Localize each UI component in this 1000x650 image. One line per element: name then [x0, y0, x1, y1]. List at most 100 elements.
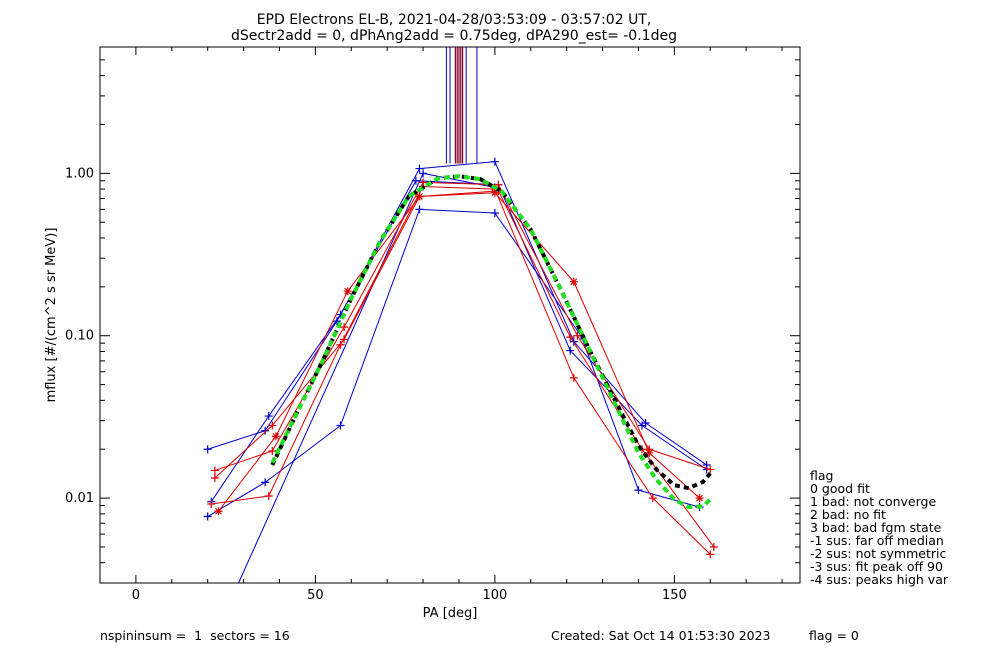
- series-blue-2: [203, 205, 704, 521]
- data-point: [210, 473, 219, 482]
- series-segment: [648, 452, 700, 499]
- x-tick-label: 150: [662, 588, 687, 603]
- data-point: [706, 550, 715, 559]
- data-point: [268, 421, 277, 430]
- data-point: [203, 512, 212, 521]
- y-tick-label: 0.01: [65, 491, 94, 506]
- series-segment: [238, 173, 424, 584]
- data-point: [645, 445, 654, 454]
- legend-entry: 3 bad: bad fgm state: [810, 520, 942, 535]
- data-point: [634, 486, 643, 495]
- series-segment: [498, 184, 571, 351]
- series-segment: [343, 196, 420, 340]
- data-point: [490, 157, 499, 166]
- data-point: [203, 445, 212, 454]
- data-point: [415, 192, 424, 201]
- series-segment: [645, 422, 707, 466]
- data-series: [203, 157, 718, 584]
- series-red-6: [207, 182, 715, 559]
- series-segment: [419, 208, 495, 214]
- data-point: [573, 331, 582, 340]
- series-blue-0: [207, 157, 711, 506]
- data-point: [415, 205, 424, 214]
- fit-curves: [270, 174, 712, 510]
- data-point: [340, 335, 349, 344]
- series-segment: [207, 430, 266, 450]
- data-point: [695, 494, 704, 503]
- series-red-7: [210, 186, 718, 551]
- x-tick-label: 0: [132, 588, 140, 603]
- x-axis-label: PA [deg]: [423, 606, 478, 621]
- y-tick-label: 1.00: [65, 166, 94, 181]
- data-point: [268, 447, 277, 456]
- data-point: [419, 169, 428, 178]
- series-segment: [340, 186, 424, 345]
- series-red-4: [214, 188, 704, 516]
- y-axis-label: mflux [#/(cm^2 s sr MeV)]: [44, 228, 59, 403]
- series-segment: [214, 450, 273, 471]
- peak-lines: [445, 47, 478, 164]
- data-point: [648, 494, 657, 503]
- series-segment: [218, 436, 277, 512]
- data-point: [343, 287, 352, 296]
- data-point: [638, 421, 647, 430]
- series-segment: [423, 185, 495, 190]
- series-segment: [275, 290, 349, 437]
- fit-green-curve: [270, 174, 712, 510]
- data-point: [569, 277, 578, 286]
- series-segment: [652, 497, 711, 555]
- series-segment: [422, 172, 495, 188]
- data-point: [415, 164, 424, 173]
- series-segment: [494, 161, 575, 342]
- series-segment: [498, 190, 571, 338]
- series-segment: [649, 448, 711, 470]
- data-point: [271, 432, 280, 441]
- legend-entry: 0 good fit: [810, 481, 870, 496]
- data-point: [706, 465, 715, 474]
- legend-entry: 2 bad: no fit: [810, 507, 886, 522]
- data-point: [340, 323, 349, 332]
- data-point: [210, 466, 219, 475]
- series-segment: [573, 377, 654, 499]
- series-segment: [343, 182, 424, 328]
- series-red-5: [210, 178, 715, 475]
- series-segment: [210, 415, 270, 502]
- data-point: [332, 317, 341, 326]
- series-segment: [264, 425, 341, 483]
- data-point: [490, 208, 499, 217]
- series-segment: [268, 344, 341, 497]
- series-segment: [494, 188, 575, 379]
- legend-title: flag: [810, 468, 833, 483]
- series-segment: [271, 339, 345, 426]
- series-segment: [577, 335, 650, 450]
- data-point: [336, 340, 345, 349]
- footer-created: Created: Sat Oct 14 01:53:30 2023: [551, 628, 771, 643]
- data-point: [214, 507, 223, 516]
- data-point: [261, 426, 270, 435]
- x-tick-label: 50: [307, 588, 324, 603]
- chart-title-line1: EPD Electrons EL-B, 2021-04-28/03:53:09 …: [257, 12, 652, 28]
- series-blue-3: [238, 169, 499, 584]
- footer-flag: flag = 0: [809, 628, 859, 643]
- data-point: [411, 176, 420, 185]
- data-point: [569, 337, 578, 346]
- series-segment: [264, 320, 338, 431]
- series-segment: [641, 448, 715, 548]
- data-point: [264, 492, 273, 501]
- x-tick-label: 100: [482, 588, 507, 603]
- data-point: [261, 478, 270, 487]
- data-point: [264, 412, 273, 421]
- series-segment: [214, 425, 273, 479]
- legend-entry: -1 sus: far off median: [810, 533, 944, 548]
- series-segment: [638, 489, 700, 508]
- series-segment: [580, 335, 639, 491]
- series-segment: [419, 190, 499, 198]
- legend-entry: 1 bad: not converge: [810, 494, 936, 509]
- series-segment: [347, 196, 420, 292]
- data-point: [709, 542, 718, 551]
- series-segment: [641, 425, 707, 470]
- series-segment: [573, 281, 650, 454]
- data-point: [566, 346, 575, 355]
- legend-entry: -3 sus: fit peak off 90: [810, 559, 943, 574]
